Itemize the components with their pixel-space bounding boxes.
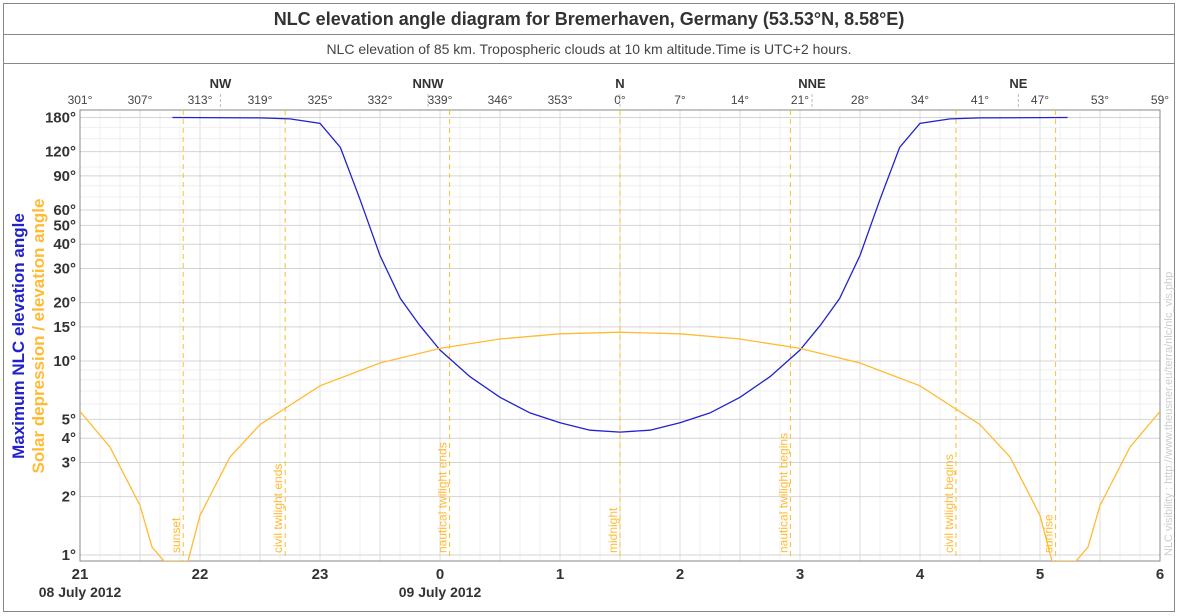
azimuth-label: 41° bbox=[971, 93, 989, 107]
y-tick-label: 90° bbox=[53, 168, 76, 185]
chart-title: NLC elevation angle diagram for Bremerha… bbox=[3, 3, 1175, 35]
azimuth-label: 307° bbox=[128, 93, 153, 107]
azimuth-label: 346° bbox=[488, 93, 513, 107]
compass-label: NE bbox=[1009, 76, 1027, 91]
x-tick-label: 21 bbox=[72, 566, 89, 583]
event-label: civil twilight ends bbox=[271, 464, 285, 553]
azimuth-label: 313° bbox=[188, 93, 213, 107]
y-tick-label: 120° bbox=[45, 144, 76, 161]
y-tick-label: 180° bbox=[45, 109, 76, 126]
x-tick-label: 2 bbox=[676, 566, 684, 583]
azimuth-label: 7° bbox=[674, 93, 686, 107]
azimuth-label: 53° bbox=[1091, 93, 1109, 107]
y-tick-label: 1° bbox=[62, 547, 76, 564]
y-tick-label: 3° bbox=[62, 454, 76, 471]
event-label: sunrise bbox=[1042, 514, 1056, 553]
date-label: 08 July 2012 bbox=[39, 584, 122, 600]
x-tick-label: 1 bbox=[556, 566, 564, 583]
chart-subtitle: NLC elevation of 85 km. Tropospheric clo… bbox=[3, 34, 1175, 64]
event-label: nautical twilight begins bbox=[776, 433, 790, 553]
compass-label: NNE bbox=[798, 76, 826, 91]
azimuth-label: 332° bbox=[368, 93, 393, 107]
event-label: sunset bbox=[169, 517, 183, 553]
chart-frame bbox=[3, 63, 1175, 612]
y-tick-label: 40° bbox=[53, 236, 76, 253]
azimuth-label: 28° bbox=[851, 93, 869, 107]
x-tick-label: 23 bbox=[312, 566, 329, 583]
y-tick-label: 4° bbox=[62, 430, 76, 447]
compass-label: NW bbox=[210, 76, 232, 91]
watermark: NLC visibility : http://www.theusner.eu/… bbox=[1163, 272, 1175, 556]
date-label: 09 July 2012 bbox=[399, 584, 482, 600]
x-tick-label: 3 bbox=[796, 566, 804, 583]
y-axis-label-primary: Maximum NLC elevation angle bbox=[9, 213, 28, 459]
y-tick-label: 50° bbox=[53, 217, 76, 234]
event-label: civil twilight begins bbox=[942, 454, 956, 553]
azimuth-label: 34° bbox=[911, 93, 929, 107]
y-tick-label: 20° bbox=[53, 295, 76, 312]
y-tick-label: 5° bbox=[62, 411, 76, 428]
solar-depression-line bbox=[80, 331, 1160, 561]
x-tick-label: 0 bbox=[436, 566, 444, 583]
azimuth-label: 14° bbox=[731, 93, 749, 107]
azimuth-label: 319° bbox=[248, 93, 273, 107]
y-tick-label: 15° bbox=[53, 319, 76, 336]
azimuth-label: 339° bbox=[428, 93, 453, 107]
x-tick-label: 5 bbox=[1036, 566, 1044, 583]
event-label: nautical twilight ends bbox=[436, 442, 450, 553]
x-tick-label: 22 bbox=[192, 566, 209, 583]
compass-label: NNW bbox=[412, 76, 444, 91]
azimuth-label: 47° bbox=[1031, 93, 1049, 107]
compass-label: N bbox=[615, 76, 624, 91]
y-tick-label: 2° bbox=[62, 489, 76, 506]
y-axis-label-secondary: Solar depression / elevation angle bbox=[29, 199, 48, 474]
azimuth-label: 325° bbox=[308, 93, 333, 107]
x-tick-label: 6 bbox=[1156, 566, 1164, 583]
y-tick-label: 60° bbox=[53, 202, 76, 219]
azimuth-label: 21° bbox=[791, 93, 809, 107]
azimuth-label: 301° bbox=[68, 93, 93, 107]
azimuth-label: 59° bbox=[1151, 93, 1169, 107]
y-tick-label: 10° bbox=[53, 353, 76, 370]
nlc-elevation-line bbox=[172, 116, 1068, 433]
x-tick-label: 4 bbox=[916, 566, 925, 583]
y-tick-label: 30° bbox=[53, 260, 76, 277]
event-label: midnight bbox=[606, 507, 620, 553]
azimuth-label: 353° bbox=[548, 93, 573, 107]
